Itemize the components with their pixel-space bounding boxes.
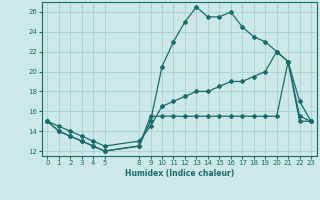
X-axis label: Humidex (Indice chaleur): Humidex (Indice chaleur) <box>124 169 234 178</box>
